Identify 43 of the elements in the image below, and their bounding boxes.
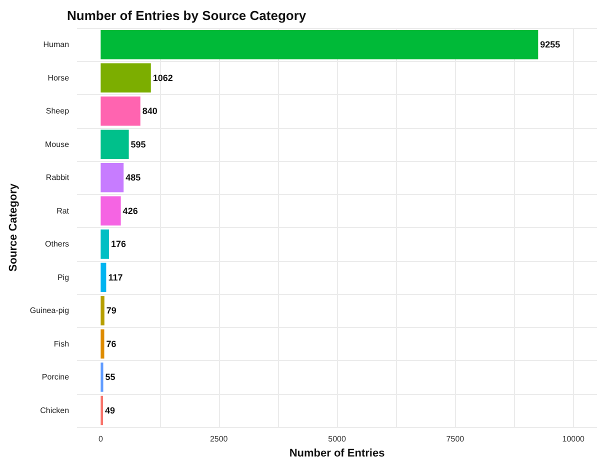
y-tick-label: Rat — [56, 206, 70, 216]
y-tick-label: Pig — [57, 272, 70, 282]
x-tick-label: 5000 — [328, 434, 346, 444]
y-tick-label: Mouse — [45, 140, 70, 149]
y-tick-label: Porcine — [42, 372, 70, 382]
x-tick-label: 10000 — [562, 434, 586, 444]
y-tick-label: Others — [45, 240, 70, 249]
x-tick-label: 2500 — [210, 434, 228, 444]
data-label: 595 — [130, 139, 146, 150]
data-label: 49 — [104, 405, 116, 416]
data-label: 9255 — [540, 40, 560, 50]
bar — [100, 163, 124, 192]
data-label: 485 — [126, 172, 141, 183]
bar — [100, 63, 151, 93]
bar — [100, 329, 104, 359]
bar — [100, 130, 129, 160]
x-axis-title: Number of Entries — [289, 448, 385, 460]
y-tick-label: Human — [43, 40, 70, 50]
data-label: 426 — [122, 206, 138, 216]
data-label: 840 — [142, 106, 158, 116]
data-label: 117 — [108, 272, 123, 282]
bar — [100, 262, 106, 292]
data-label: 1062 — [152, 72, 173, 83]
data-label: 55 — [105, 372, 116, 382]
x-tick-label: 7500 — [446, 434, 465, 444]
data-label: 176 — [110, 239, 126, 250]
bar — [100, 362, 104, 392]
bar — [100, 30, 538, 60]
y-tick-label: Guinea-pig — [30, 306, 70, 316]
bar — [100, 196, 121, 226]
y-tick-label: Chicken — [40, 406, 70, 415]
y-axis-title: Source Category — [8, 182, 20, 272]
y-tick-label: Rabbit — [46, 173, 70, 182]
bar — [100, 96, 140, 126]
bar — [100, 230, 109, 259]
data-label: 79 — [106, 306, 116, 316]
y-tick-label: Fish — [54, 339, 70, 348]
bar — [100, 296, 104, 326]
chart-title: Number of Entries by Source Category — [67, 8, 307, 23]
x-tick-label: 0 — [98, 434, 104, 444]
y-tick-label: Horse — [48, 73, 70, 82]
data-label: 76 — [106, 338, 116, 349]
y-tick-label: Sheep — [46, 106, 70, 116]
